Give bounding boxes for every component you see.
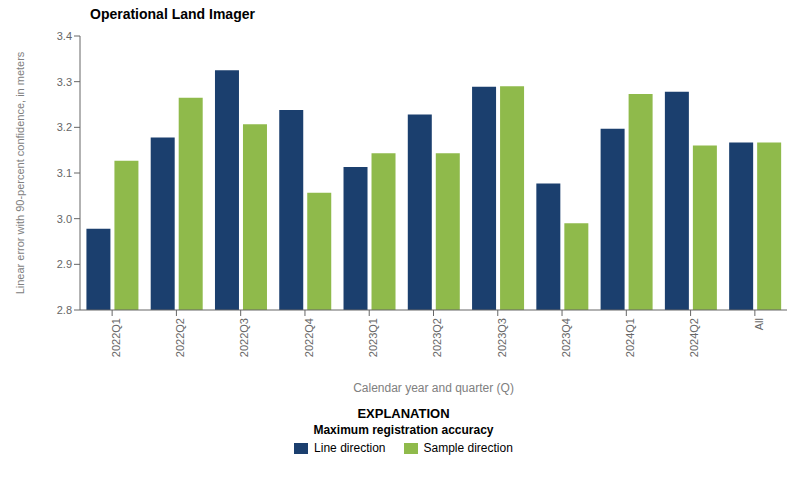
svg-text:3.2: 3.2	[57, 121, 72, 133]
html-text:Maximum registration accuracy: Maximum registration accuracy	[313, 423, 494, 437]
html-text:Sample direction: Sample direction	[423, 441, 513, 455]
svg-text:3.0: 3.0	[57, 213, 72, 225]
svg-text:All: All	[753, 318, 765, 330]
svg-text:2022Q3: 2022Q3	[238, 318, 250, 357]
svg-text:Linear error with 90-percent c: Linear error with 90-percent confidence,…	[14, 51, 26, 294]
svg-text:2024Q1: 2024Q1	[624, 318, 636, 357]
html-text:EXPLANATION: EXPLANATION	[357, 406, 450, 421]
svg-text:2023Q4: 2023Q4	[560, 318, 572, 357]
svg-text:2024Q2: 2024Q2	[688, 318, 700, 357]
svg-text:2022Q2: 2022Q2	[174, 318, 186, 357]
svg-text:2.8: 2.8	[57, 304, 72, 316]
svg-text:3.1: 3.1	[57, 167, 72, 179]
svg-text:2023Q1: 2023Q1	[367, 318, 379, 357]
svg-text:2022Q4: 2022Q4	[303, 318, 315, 357]
svg-text:2.9: 2.9	[57, 258, 72, 270]
svg-text:Calendar year and quarter (Q): Calendar year and quarter (Q)	[353, 381, 514, 395]
html-text:Operational Land Imager: Operational Land Imager	[90, 6, 255, 22]
svg-text:3.4: 3.4	[57, 30, 72, 42]
svg-text:3.3: 3.3	[57, 76, 72, 88]
svg-text:2022Q1: 2022Q1	[110, 318, 122, 357]
svg-text:2023Q2: 2023Q2	[431, 318, 443, 357]
html-text:Line direction: Line direction	[314, 441, 386, 455]
svg-text:2023Q3: 2023Q3	[496, 318, 508, 357]
